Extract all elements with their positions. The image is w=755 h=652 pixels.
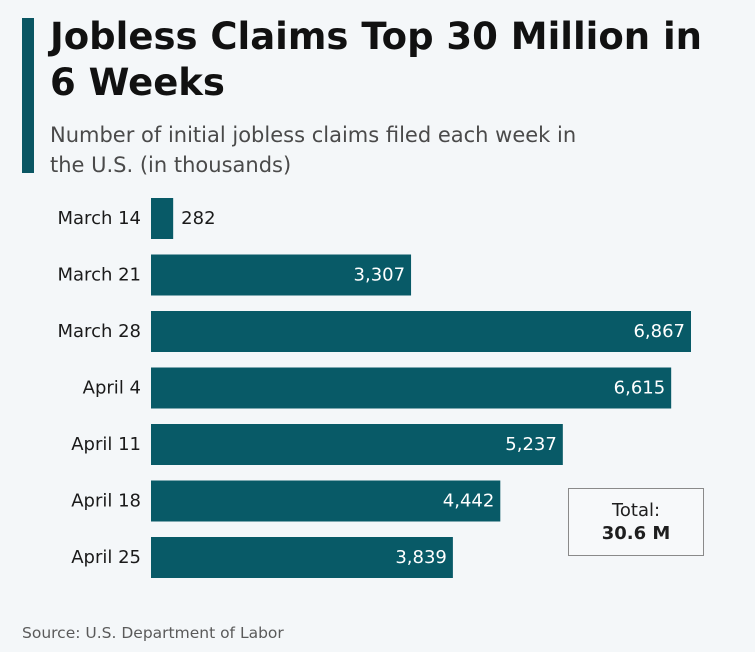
value-label-march-14: 282	[181, 208, 215, 229]
source-note: Source: U.S. Department of Labor	[22, 624, 284, 642]
bar-april-25	[151, 537, 453, 578]
total-label: Total:	[611, 500, 661, 521]
category-label-april-11: April 11	[71, 434, 141, 455]
category-label-april-18: April 18	[71, 491, 141, 512]
category-label-march-28: March 28	[58, 321, 142, 342]
bar-april-18	[151, 480, 501, 522]
value-label-march-21: 3,307	[354, 265, 406, 286]
chart-subtitle: Number of initial jobless claims filed e…	[50, 123, 577, 177]
bar-chart: March 14 282 March 21 3,307 March 28 6,867 Apr…	[58, 198, 691, 578]
value-label-april-4: 6,615	[614, 378, 666, 399]
bar-april-11	[151, 424, 563, 465]
chart-title: Jobless Claims Top 30 Million in 6 Weeks	[50, 15, 703, 104]
bar-march-14	[151, 198, 174, 239]
total-value: 30.6 M	[601, 523, 671, 544]
value-label-march-28: 6,867	[633, 321, 685, 342]
category-label-march-14: March 14	[58, 208, 142, 229]
value-label-april-18: 4,442	[443, 491, 495, 512]
bar-march-28	[151, 311, 691, 352]
category-label-april-4: April 4	[83, 378, 141, 399]
title-accent-bar	[22, 18, 34, 173]
value-label-april-25: 3,839	[395, 547, 447, 568]
category-label-march-21: March 21	[58, 265, 142, 286]
value-label-april-11: 5,237	[505, 434, 557, 455]
bar-april-4	[151, 367, 672, 409]
category-label-april-25: April 25	[71, 547, 141, 568]
bar-march-21	[151, 254, 412, 296]
total-box: Total: 30.6 M	[568, 488, 704, 556]
